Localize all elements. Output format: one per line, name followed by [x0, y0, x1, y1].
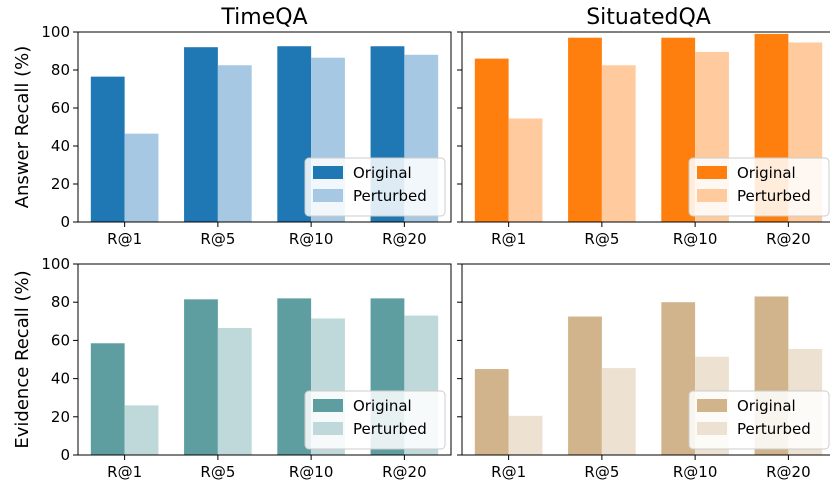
legend-label-perturbed: Perturbed: [737, 420, 811, 438]
bar-original-r5: [184, 299, 218, 455]
x-tick-label: R@10: [289, 463, 334, 481]
legend-label-perturbed: Perturbed: [353, 420, 427, 438]
x-tick-label: R@5: [200, 230, 235, 248]
y-axis-label: Evidence Recall (%): [12, 270, 33, 448]
y-tick-label: 20: [51, 408, 70, 426]
x-tick-label: R@5: [584, 463, 619, 481]
y-tick-label: 20: [51, 175, 70, 193]
legend-swatch-original: [697, 166, 727, 179]
bar-original-r5: [568, 37, 602, 223]
x-tick-label: R@20: [382, 463, 427, 481]
legend-label-original: Original: [353, 164, 412, 182]
legend-label-perturbed: Perturbed: [737, 187, 811, 205]
legend: Original Perturbed: [688, 390, 830, 450]
bar-perturbed-r1: [508, 415, 543, 455]
x-tick-label: R@20: [382, 230, 427, 248]
y-tick-label: 0: [60, 213, 70, 231]
legend-label-original: Original: [353, 397, 412, 415]
y-tick-label: 100: [41, 23, 70, 41]
bar-perturbed-r5: [601, 368, 636, 455]
legend-swatch-original: [313, 399, 343, 412]
y-axis-label: Answer Recall (%): [12, 46, 33, 209]
plot-frame: [461, 31, 830, 223]
plot-frame: [77, 263, 452, 456]
x-tick-label: R@10: [673, 230, 718, 248]
x-tick-label: R@1: [107, 230, 142, 248]
legend: Original Perturbed: [304, 157, 446, 217]
x-tick-label: R@10: [673, 463, 718, 481]
y-tick-label: 60: [51, 99, 70, 117]
x-tick-label: R@5: [584, 230, 619, 248]
x-tick-label: R@5: [200, 463, 235, 481]
y-tick-label: 100: [41, 255, 70, 273]
legend: Original Perturbed: [688, 157, 830, 217]
x-tick-label: R@1: [491, 230, 526, 248]
chart-panel-4: R@1 R@5 R@10 R@20 Original Perturbed: [457, 263, 830, 481]
legend-swatch-perturbed: [313, 189, 343, 202]
chart-title: TimeQA: [220, 5, 307, 30]
bar-perturbed-r1: [124, 405, 159, 455]
legend-swatch-original: [313, 166, 343, 179]
chart-panel-3: 0 20 40 60 80 100 R@1 R@5 R@10 R@20 Evidence Recal…: [12, 255, 452, 481]
bar-original-r1: [474, 58, 509, 222]
y-tick-label: 40: [51, 137, 70, 155]
bar-original-r1: [474, 369, 509, 455]
chart-title: SituatedQA: [586, 5, 711, 30]
y-tick-label: 80: [51, 61, 70, 79]
legend: Original Perturbed: [304, 390, 446, 450]
bar-original-r5: [184, 47, 218, 223]
x-tick-label: R@1: [107, 463, 142, 481]
bar-perturbed-r1: [124, 133, 159, 222]
y-tick-label: 40: [51, 370, 70, 388]
x-tick-label: R@1: [491, 463, 526, 481]
legend-swatch-perturbed: [697, 422, 727, 435]
bar-perturbed-r5: [217, 65, 252, 222]
legend-swatch-original: [697, 399, 727, 412]
x-tick-label: R@10: [289, 230, 334, 248]
chart-panel-2: R@1 R@5 R@10 R@20 SituatedQA Original Perturbe…: [457, 5, 830, 248]
bar-original-r1: [90, 76, 125, 223]
y-tick-label: 80: [51, 293, 70, 311]
legend-label-original: Original: [737, 397, 796, 415]
legend-label-original: Original: [737, 164, 796, 182]
legend-swatch-perturbed: [313, 422, 343, 435]
plot-frame: [77, 31, 452, 223]
x-tick-label: R@20: [766, 230, 811, 248]
bar-original-r5: [568, 316, 602, 455]
bar-perturbed-r5: [601, 65, 636, 222]
y-tick-label: 0: [60, 446, 70, 464]
legend-swatch-perturbed: [697, 189, 727, 202]
bar-original-r1: [90, 343, 125, 455]
plot-frame: [461, 263, 830, 456]
chart-panel-1: 0 20 40 60 80 100 R@1 R@5 R@10 R@20 TimeQA Answer R…: [12, 5, 452, 248]
bar-perturbed-r5: [217, 327, 252, 455]
y-tick-label: 60: [51, 331, 70, 349]
x-tick-label: R@20: [766, 463, 811, 481]
legend-label-perturbed: Perturbed: [353, 187, 427, 205]
bar-perturbed-r1: [508, 118, 543, 222]
